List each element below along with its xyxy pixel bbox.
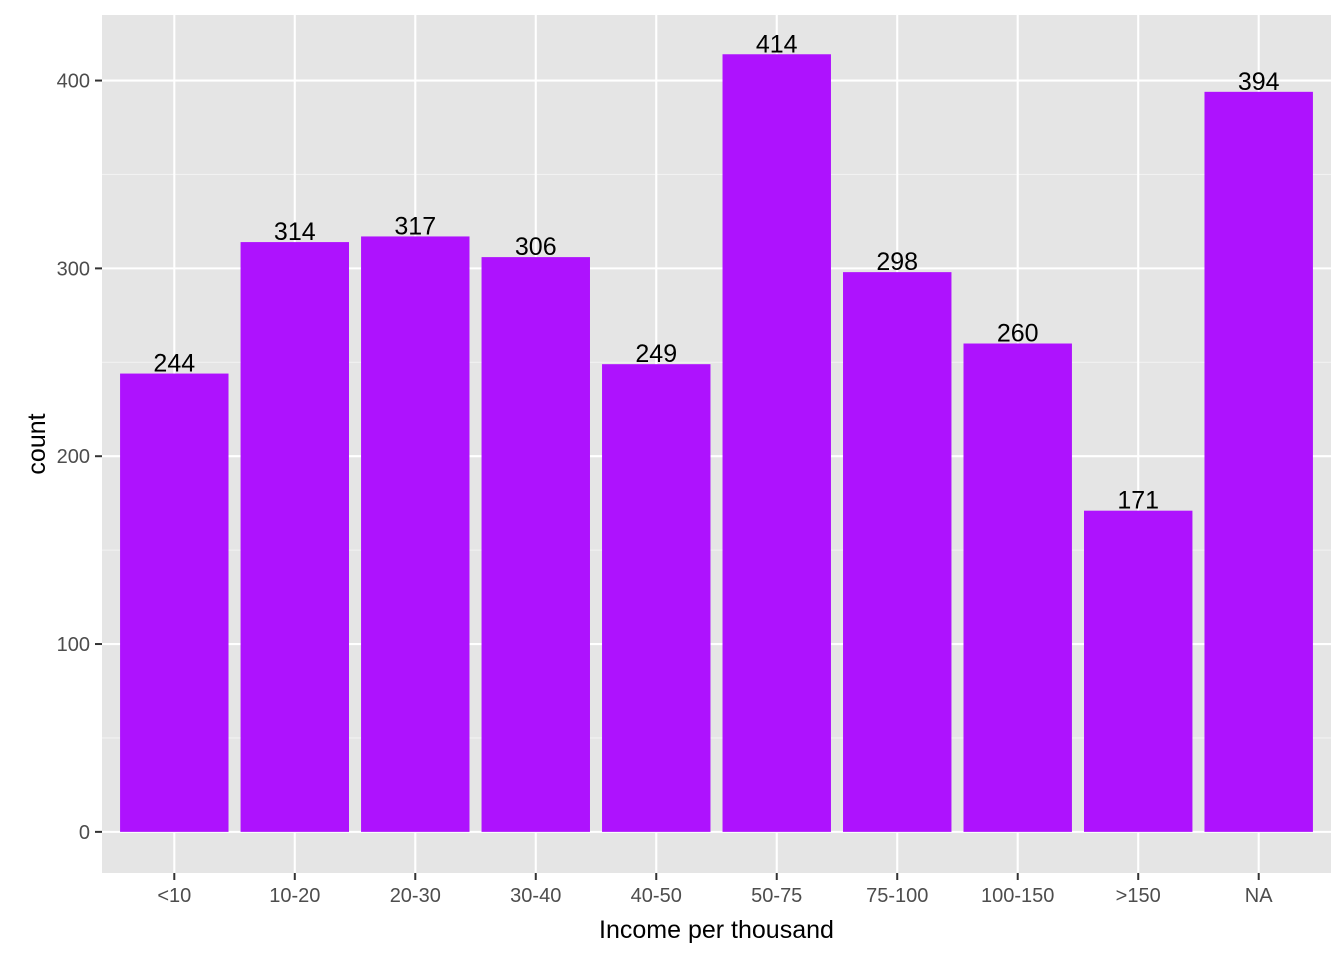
bar-value-label: 317: [394, 212, 436, 240]
x-tick-label: 30-40: [510, 885, 561, 907]
bar-value-label: 314: [274, 218, 316, 246]
x-tick-label: NA: [1245, 885, 1273, 907]
x-tick-label: 75-100: [866, 885, 928, 907]
bar: [481, 257, 590, 832]
x-tick-label: <10: [157, 885, 191, 907]
x-tick-label: 100-150: [981, 885, 1054, 907]
bar-value-label: 249: [635, 340, 677, 368]
bar: [120, 373, 229, 832]
bar: [1204, 91, 1313, 832]
bars-group: [120, 54, 1313, 832]
bar-value-label: 414: [756, 30, 798, 58]
x-tick-label: 40-50: [631, 885, 682, 907]
bar-value-label: 244: [153, 350, 195, 378]
x-tick-label: >150: [1116, 885, 1161, 907]
bar: [722, 54, 831, 832]
bar-labels-group: 244 314 317 306 249 414 298 260 171 394: [153, 30, 1279, 514]
bar-value-label: 298: [876, 248, 918, 276]
x-axis: <10 10-20 20-30 30-40 40-50 50-75 75-100 100-15…: [157, 873, 1273, 907]
y-tick-label: 100: [57, 634, 90, 656]
y-tick-label: 200: [57, 446, 90, 468]
y-tick-label: 300: [57, 258, 90, 280]
y-tick-label: 0: [79, 822, 90, 844]
x-tick-label: 10-20: [269, 885, 320, 907]
bar-value-label: 260: [997, 320, 1039, 348]
x-tick-label: 50-75: [751, 885, 802, 907]
bar: [1083, 510, 1193, 832]
bar: [843, 272, 952, 832]
bar: [361, 236, 470, 832]
y-tick-label: 400: [57, 71, 90, 93]
y-axis: 0 100 200 300 400: [57, 71, 102, 844]
bar-value-label: 394: [1238, 68, 1280, 96]
bar: [602, 364, 711, 832]
bar-value-label: 171: [1117, 487, 1159, 515]
x-tick-label: 20-30: [390, 885, 441, 907]
y-axis-title: count: [23, 413, 51, 474]
bar: [240, 242, 350, 832]
bar: [963, 343, 1072, 832]
bar-value-label: 306: [515, 233, 557, 261]
x-axis-title: Income per thousand: [599, 916, 834, 944]
